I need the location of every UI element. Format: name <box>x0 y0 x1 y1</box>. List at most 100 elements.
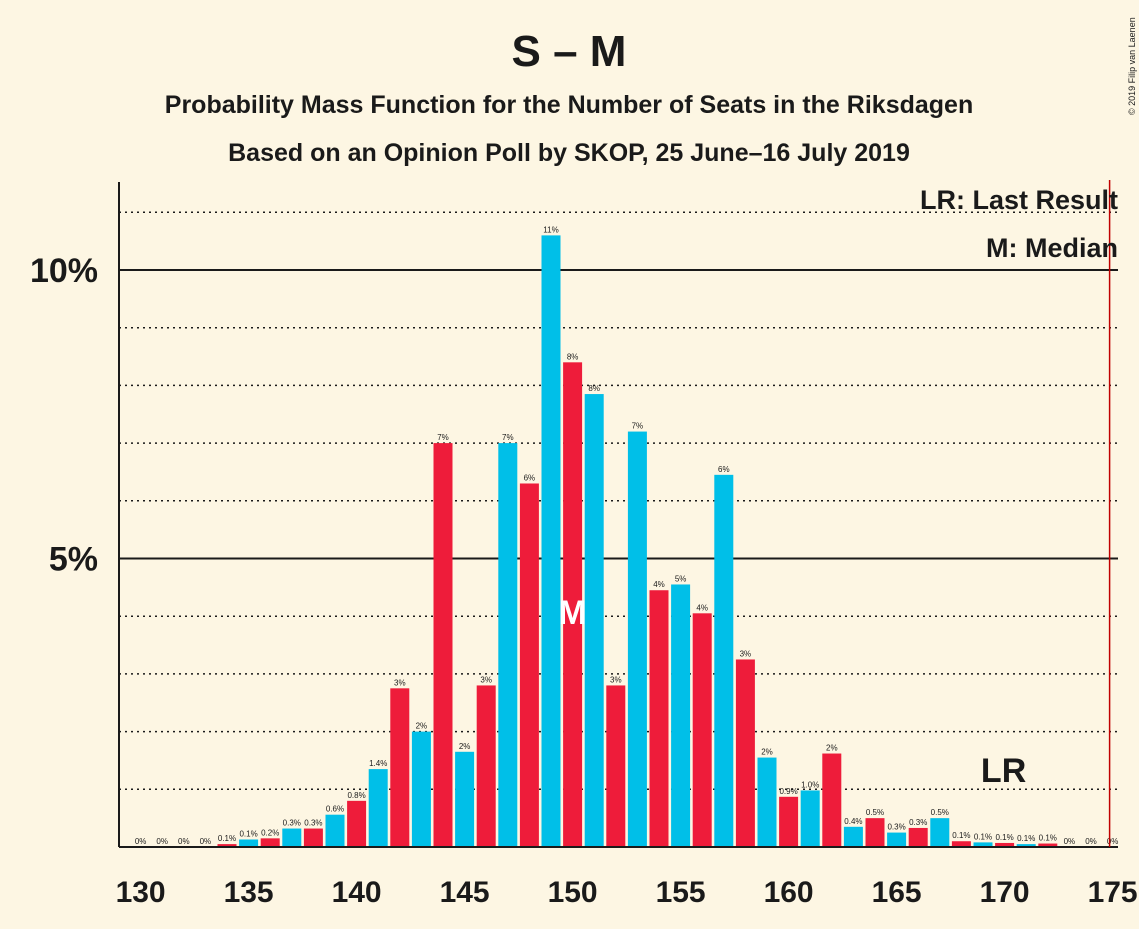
bar-label: 0% <box>200 837 212 846</box>
bar-label: 0% <box>1085 837 1097 846</box>
bar-label: 3% <box>394 678 406 687</box>
bar <box>433 443 453 847</box>
bar-label: 8% <box>567 352 579 361</box>
bar <box>1038 843 1058 847</box>
bar <box>757 757 777 847</box>
bar <box>260 838 280 847</box>
bar <box>908 827 928 847</box>
bar <box>282 828 302 847</box>
x-tick-label: 155 <box>656 876 706 909</box>
bar-label: 2% <box>826 744 838 753</box>
bar <box>476 685 496 847</box>
bar-label: 0.5% <box>931 808 949 817</box>
bar-labels: 0% 0% 0% 0% 0.1%0.1% 0.2%0.3% 0.3%0.6%0.8%1.4%… <box>135 225 1119 846</box>
bar-label: 4% <box>653 580 665 589</box>
bar-label: 0% <box>178 837 190 846</box>
bar <box>671 584 691 847</box>
bar <box>843 826 863 847</box>
bar-label: 0.1% <box>239 829 257 838</box>
last-result-label: LR <box>981 752 1026 790</box>
bar-label: 0.3% <box>887 823 905 832</box>
bar <box>519 483 539 847</box>
x-tick-label: 140 <box>332 876 382 909</box>
bar <box>347 800 367 847</box>
bar-label: 0.2% <box>261 828 279 837</box>
bar-label: 7% <box>437 433 449 442</box>
bar-label: 6% <box>718 465 730 474</box>
bar <box>735 659 755 847</box>
bar <box>995 842 1015 847</box>
legend-last-result: LR: Last Result <box>920 185 1118 215</box>
bar-label: 2% <box>459 742 471 751</box>
bar <box>368 769 388 847</box>
bar-label: 0.5% <box>866 808 884 817</box>
bar-label: 3% <box>480 675 492 684</box>
x-tick-label: 170 <box>980 876 1030 909</box>
bar <box>584 394 604 847</box>
bar-label: 2% <box>761 748 773 757</box>
x-tick-label: 150 <box>548 876 598 909</box>
bar <box>411 731 431 847</box>
bar-label: 0.8% <box>347 791 365 800</box>
x-tick-label: 175 <box>1088 876 1138 909</box>
y-tick-label: 10% <box>30 252 98 290</box>
bar <box>606 685 626 847</box>
bar-label: 0% <box>1064 837 1076 846</box>
bar <box>627 431 647 847</box>
x-tick-label: 130 <box>116 876 166 909</box>
bar-label: 1.4% <box>369 759 387 768</box>
bar-label: 2% <box>416 722 428 731</box>
x-tick-label: 160 <box>764 876 814 909</box>
bar <box>1016 844 1036 847</box>
chart-subtitle: Probability Mass Function for the Number… <box>165 91 973 119</box>
bar-label: 7% <box>502 433 514 442</box>
bar-label: 0.1% <box>974 832 992 841</box>
bar <box>390 688 410 847</box>
bar-label: 0.3% <box>909 818 927 827</box>
bar <box>822 753 842 847</box>
bar <box>930 818 950 847</box>
bar-label: 6% <box>524 473 536 482</box>
bar <box>649 590 669 847</box>
bar <box>325 814 345 847</box>
bar <box>887 832 907 847</box>
bar <box>714 474 734 847</box>
bar <box>779 796 799 847</box>
bar-label: 0.1% <box>1039 834 1057 843</box>
legend-median: M: Median <box>986 233 1118 263</box>
bar-label: 0.1% <box>218 834 236 843</box>
bar-label: 0.1% <box>952 831 970 840</box>
median-label: M <box>558 594 586 632</box>
bar <box>800 790 820 847</box>
bar-label: 0% <box>135 837 147 846</box>
bar <box>973 842 993 847</box>
bar-label: 0% <box>156 837 168 846</box>
bar-label: 1.0% <box>801 780 819 789</box>
bar <box>455 751 475 847</box>
bar-label: 0.1% <box>995 833 1013 842</box>
bar-label: 7% <box>632 422 644 431</box>
bar-label: 5% <box>675 574 687 583</box>
bars <box>217 235 1058 847</box>
bar-label: 3% <box>610 675 622 684</box>
x-tick-label: 165 <box>872 876 922 909</box>
bar-label: 0.4% <box>844 817 862 826</box>
chart-subtitle-2: Based on an Opinion Poll by SKOP, 25 Jun… <box>228 139 910 167</box>
x-tick-label: 145 <box>440 876 490 909</box>
bar <box>498 443 518 847</box>
bar <box>217 844 237 847</box>
bar-label: 0.9% <box>779 787 797 796</box>
bar-label: 3% <box>740 649 752 658</box>
bar-label: 0.3% <box>304 819 322 828</box>
bar-label: 8% <box>588 384 600 393</box>
bar-label: 0.3% <box>283 819 301 828</box>
x-tick-label: 135 <box>224 876 274 909</box>
bar <box>239 839 259 847</box>
bar <box>541 235 561 847</box>
bar <box>692 613 712 847</box>
bar <box>865 818 885 847</box>
bar <box>563 362 583 847</box>
y-tick-label: 5% <box>49 541 98 579</box>
